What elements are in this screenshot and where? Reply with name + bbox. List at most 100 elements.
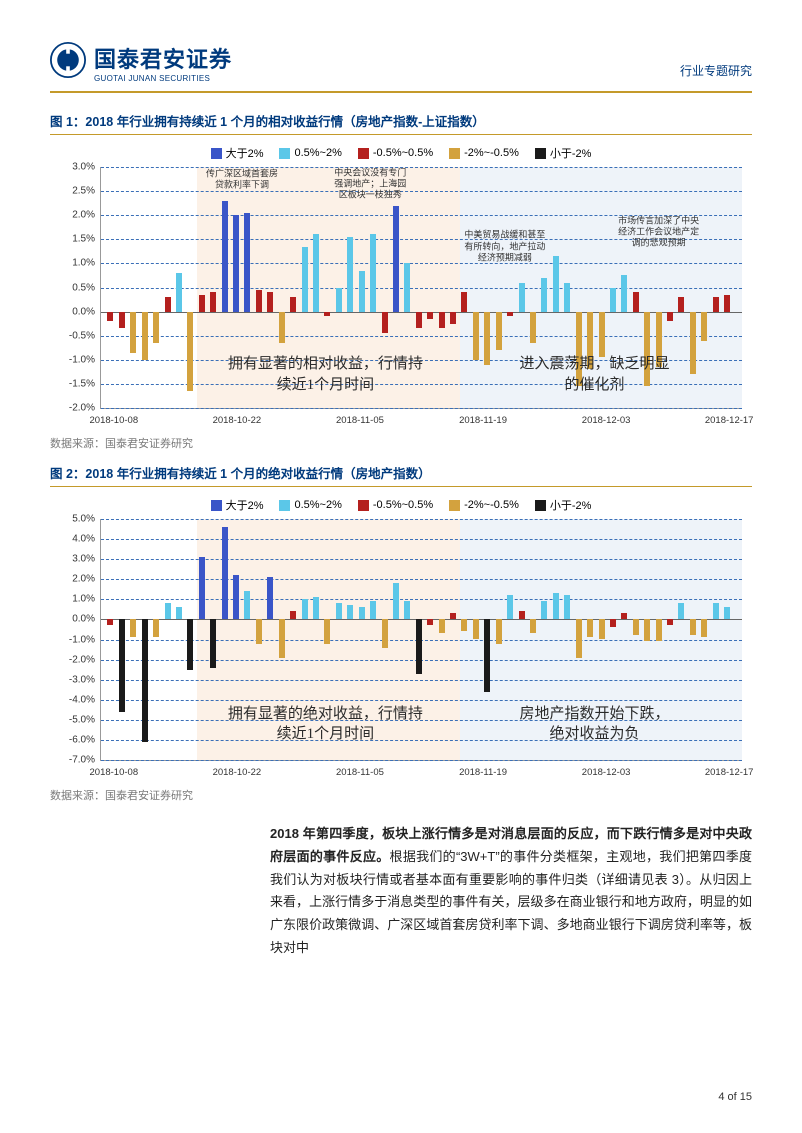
bar — [244, 213, 250, 312]
grid-line — [101, 263, 742, 264]
y-tick: 3.0% — [72, 554, 101, 565]
legend-label: -0.5%~0.5% — [373, 499, 433, 511]
bar — [267, 577, 273, 619]
figure-2: 图 2：2018 年行业拥有持续近 1 个月的绝对收益行情（房地产指数） 大于2… — [50, 463, 752, 803]
header-rule — [50, 91, 752, 93]
grid-line — [101, 191, 742, 192]
x-tick: 2018-11-05 — [336, 767, 384, 778]
legend-item: -2%~-0.5% — [449, 499, 519, 511]
bar — [427, 619, 433, 625]
annotation-large: 拥有显著的相对收益，行情持续近1个月时间 — [228, 354, 423, 395]
bar — [439, 619, 445, 633]
bar — [484, 312, 490, 365]
page-header: 国泰君安证券 GUOTAI JUNAN SECURITIES 行业专题研究 — [50, 42, 752, 91]
bar — [153, 619, 159, 637]
x-tick: 2018-10-08 — [90, 415, 139, 426]
logo-icon — [50, 42, 86, 78]
x-tick: 2018-10-22 — [213, 767, 262, 778]
bar — [393, 206, 399, 312]
legend-item: 大于2% — [211, 145, 264, 161]
bar — [530, 312, 536, 343]
bar — [393, 583, 399, 619]
legend-swatch — [358, 500, 369, 511]
y-tick: -2.0% — [69, 403, 101, 414]
bar — [153, 312, 159, 343]
legend-swatch — [279, 148, 290, 159]
y-tick: 0.0% — [72, 614, 101, 625]
bar — [427, 312, 433, 319]
bar — [656, 619, 662, 641]
bar — [461, 619, 467, 631]
bar — [370, 601, 376, 619]
body-rest: 根据我们的“3W+T”的事件分类框架，主观地，我们把第四季度我们认为对板块行情或… — [270, 849, 752, 955]
figure-1-chart: 大于2%0.5%~2%-0.5%~0.5%-2%~-0.5%小于-2% -2.0… — [50, 141, 752, 431]
grid-line — [101, 599, 742, 600]
bar — [359, 607, 365, 619]
figure-2-plot: -7.0%-6.0%-5.0%-4.0%-3.0%-2.0%-1.0%0.0%1… — [100, 519, 742, 761]
bar — [644, 619, 650, 641]
bar — [176, 607, 182, 619]
logo-text-en: GUOTAI JUNAN SECURITIES — [94, 74, 232, 83]
y-tick: 3.0% — [72, 162, 101, 173]
grid-line — [101, 760, 742, 761]
bar — [507, 312, 513, 317]
bar — [382, 312, 388, 334]
legend-item: -0.5%~0.5% — [358, 499, 433, 511]
bar — [142, 619, 148, 742]
bar — [599, 619, 605, 639]
legend-item: 小于-2% — [535, 145, 592, 161]
legend-swatch — [211, 500, 222, 511]
bar — [336, 288, 342, 312]
bar — [553, 256, 559, 311]
bar — [404, 601, 410, 619]
x-tick: 2018-11-19 — [459, 415, 507, 426]
bar — [290, 611, 296, 619]
y-tick: 4.0% — [72, 534, 101, 545]
bar — [724, 607, 730, 619]
bar — [404, 263, 410, 311]
legend-item: 小于-2% — [535, 497, 592, 513]
bar — [382, 619, 388, 647]
bar — [347, 605, 353, 619]
bar — [347, 237, 353, 312]
bar — [724, 295, 730, 312]
bar — [621, 275, 627, 311]
annotation-small: 中央会议没有专门强调地产；上海园区板块一枝独秀 — [334, 167, 406, 201]
bar — [439, 312, 445, 329]
x-tick: 2018-10-08 — [90, 767, 139, 778]
grid-line — [101, 408, 742, 409]
bar — [199, 295, 205, 312]
legend-swatch — [535, 148, 546, 159]
grid-line — [101, 579, 742, 580]
grid-line — [101, 539, 742, 540]
bar — [678, 603, 684, 619]
y-tick: -5.0% — [69, 714, 101, 725]
grid-line — [101, 700, 742, 701]
bar — [633, 292, 639, 311]
bar — [267, 292, 273, 311]
bar — [610, 288, 616, 312]
x-tick: 2018-12-17 — [705, 415, 754, 426]
y-tick: 1.0% — [72, 594, 101, 605]
y-tick: -0.5% — [69, 330, 101, 341]
bar — [667, 312, 673, 322]
y-tick: 2.5% — [72, 186, 101, 197]
grid-line — [101, 288, 742, 289]
bar — [519, 283, 525, 312]
bar — [256, 290, 262, 312]
bar — [233, 575, 239, 619]
logo-text-cn: 国泰君安证券 — [94, 42, 232, 74]
bar — [473, 312, 479, 360]
bar — [290, 297, 296, 311]
y-tick: -4.0% — [69, 694, 101, 705]
bar — [461, 292, 467, 311]
figure-1-legend: 大于2%0.5%~2%-0.5%~0.5%-2%~-0.5%小于-2% — [50, 141, 752, 164]
figure-1-source: 数据来源：国泰君安证券研究 — [50, 435, 752, 451]
legend-item: -0.5%~0.5% — [358, 147, 433, 159]
y-tick: 0.5% — [72, 282, 101, 293]
bar — [165, 297, 171, 311]
figure-1-plot: -2.0%-1.5%-1.0%-0.5%0.0%0.5%1.0%1.5%2.0%… — [100, 167, 742, 409]
y-tick: -3.0% — [69, 674, 101, 685]
bar — [690, 312, 696, 375]
bar — [359, 271, 365, 312]
